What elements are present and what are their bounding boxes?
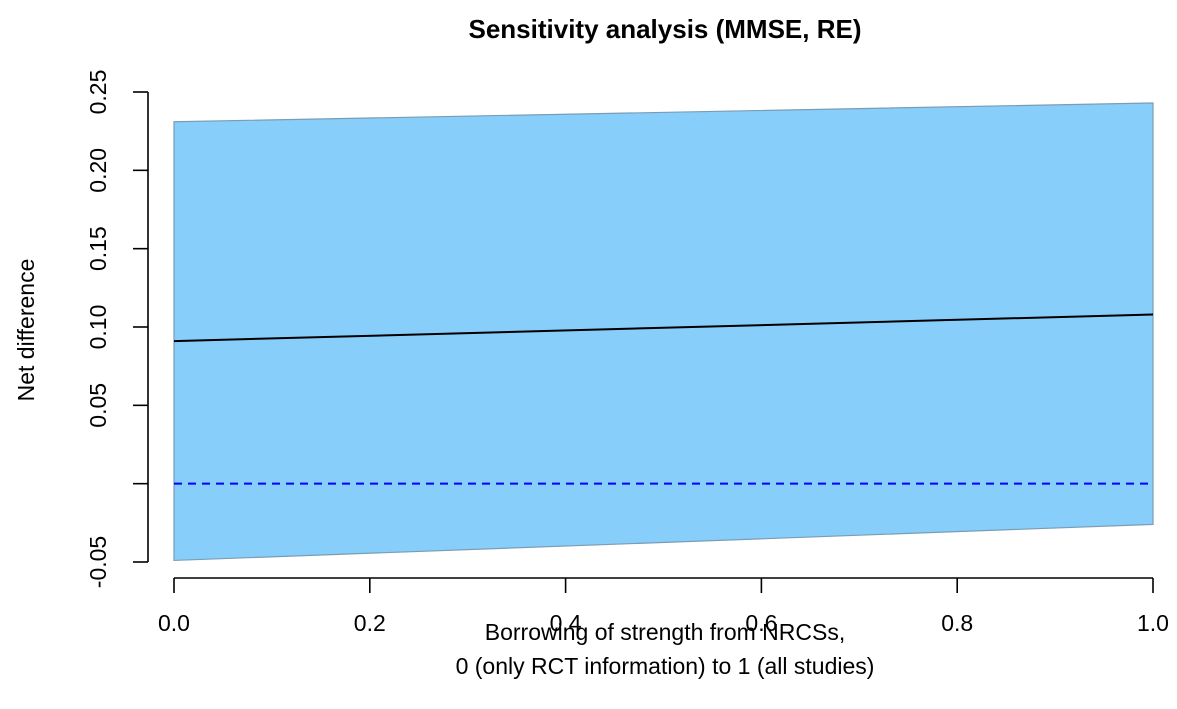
x-axis-ticks: 0.0 0.2 0.4 0.6 0.8 1.0: [158, 578, 1169, 636]
y-tick-label: 0.20: [85, 148, 111, 193]
estimate-line: [173, 313, 1154, 343]
plot-area: [173, 102, 1154, 562]
x-tick-label: 0.8: [941, 610, 973, 636]
confidence-band: [173, 102, 1154, 562]
y-tick-label: 0.10: [85, 305, 111, 350]
y-tick-label: 0.05: [85, 383, 111, 428]
y-axis-ticks: -0.05 0.05 0.10 0.15 0.20 0.25: [85, 70, 148, 588]
x-tick-label: 0.0: [158, 610, 190, 636]
y-tick-label: -0.05: [85, 536, 111, 588]
x-axis-label-line2: 0 (only RCT information) to 1 (all studi…: [456, 653, 875, 679]
x-tick-label: 0.6: [745, 610, 777, 636]
y-tick-label: 0.25: [85, 70, 111, 115]
x-tick-label: 0.2: [354, 610, 386, 636]
x-tick-label: 0.4: [550, 610, 582, 636]
x-tick-label: 1.0: [1137, 610, 1169, 636]
chart-title: Sensitivity analysis (MMSE, RE): [468, 14, 861, 44]
y-axis-label: Net difference: [13, 259, 39, 402]
y-tick-label: 0.15: [85, 226, 111, 271]
x-axis-label-line1: Borrowing of strength from NRCSs,: [485, 619, 845, 645]
